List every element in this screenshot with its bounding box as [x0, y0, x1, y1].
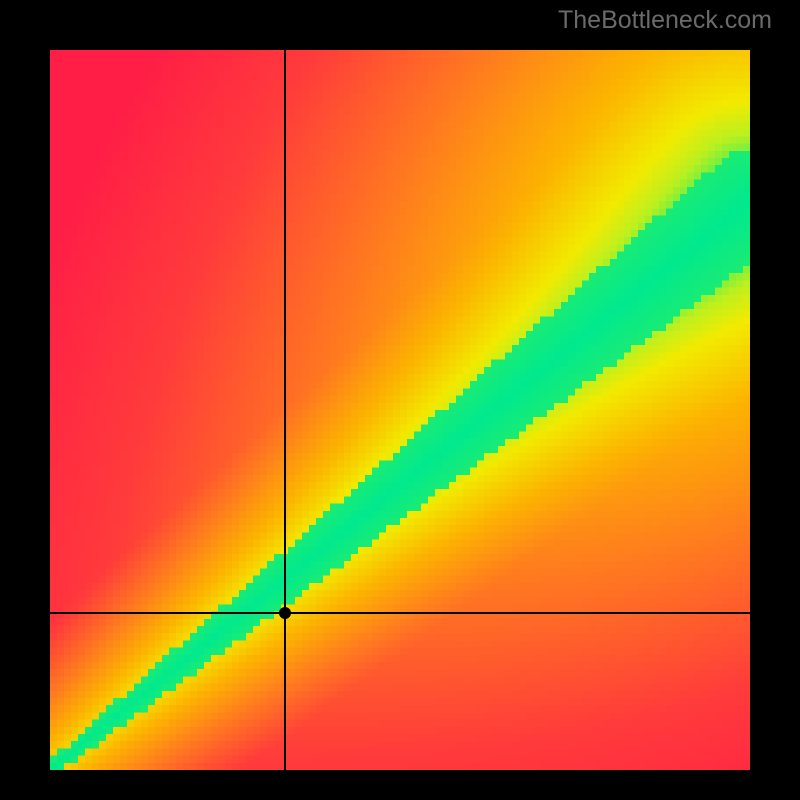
crosshair-vertical — [284, 50, 286, 770]
watermark-text: TheBottleneck.com — [558, 6, 772, 35]
heatmap-canvas — [50, 50, 750, 770]
selection-marker — [279, 607, 291, 619]
crosshair-horizontal — [50, 612, 750, 614]
plot-area — [50, 50, 750, 770]
chart-container: TheBottleneck.com — [0, 0, 800, 800]
